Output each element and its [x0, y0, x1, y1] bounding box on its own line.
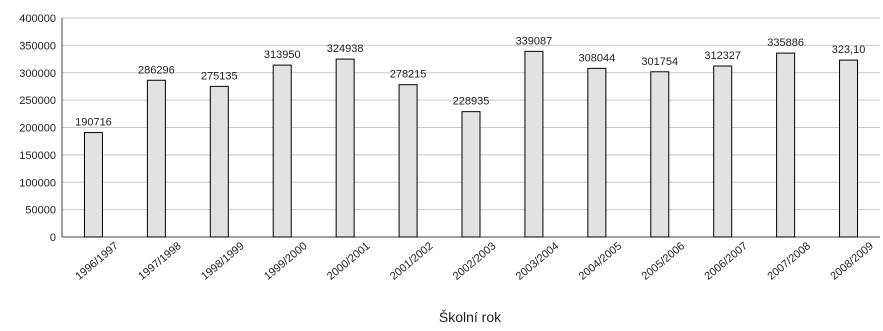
data-label: 313950 [264, 49, 301, 61]
x-tick-label: 1996/1997 [73, 240, 121, 283]
y-tick-label: 150000 [19, 150, 56, 162]
bar [209, 85, 229, 238]
bar [461, 111, 481, 238]
x-tick-label: 1999/2000 [262, 240, 310, 283]
y-tick-label: 50000 [25, 205, 56, 217]
data-label: 278215 [390, 69, 427, 81]
data-label: 301754 [641, 56, 678, 68]
y-tick-label: 400000 [19, 13, 56, 25]
data-label: 228935 [453, 96, 490, 108]
y-tick-label: 0 [50, 232, 56, 244]
x-tick-label: 2000/2001 [325, 240, 373, 283]
data-label: 275135 [201, 70, 238, 82]
bar [83, 132, 103, 238]
y-tick-label: 250000 [19, 95, 56, 107]
bar [335, 58, 355, 238]
x-tick-label: 2001/2002 [388, 240, 436, 283]
x-tick-label: 2003/2004 [514, 240, 562, 283]
x-tick-label: 2005/2006 [640, 240, 688, 283]
y-tick-label: 100000 [19, 177, 56, 189]
bar [587, 67, 607, 238]
x-tick-label: 2002/2003 [451, 240, 499, 283]
x-tick-label: 2008/2009 [828, 240, 876, 283]
bar [398, 84, 418, 238]
data-label: 190716 [75, 117, 112, 129]
data-label: 323,10 [832, 44, 866, 56]
x-axis-title: Školní rok [439, 309, 502, 325]
bar [650, 71, 670, 238]
bar [146, 79, 166, 238]
x-tick-label: 2006/2007 [703, 240, 751, 283]
data-label: 312327 [704, 50, 741, 62]
data-label: 308044 [578, 52, 615, 64]
data-label: 339087 [516, 35, 553, 47]
x-tick-label: 2007/2008 [765, 240, 813, 283]
data-label: 335886 [767, 37, 804, 49]
y-tick-label: 350000 [19, 40, 56, 52]
data-label: 286296 [138, 64, 175, 76]
bar [272, 64, 292, 238]
x-tick-label: 1997/1998 [136, 240, 184, 283]
bar [713, 65, 733, 238]
bar [839, 59, 859, 238]
data-label: 324938 [327, 43, 364, 55]
x-tick-label: 1998/1999 [199, 240, 247, 283]
bar [776, 52, 796, 238]
x-tick-label: 2004/2005 [577, 240, 625, 283]
y-tick-label: 300000 [19, 68, 56, 80]
y-tick-label: 200000 [19, 123, 56, 135]
bar [524, 50, 544, 238]
